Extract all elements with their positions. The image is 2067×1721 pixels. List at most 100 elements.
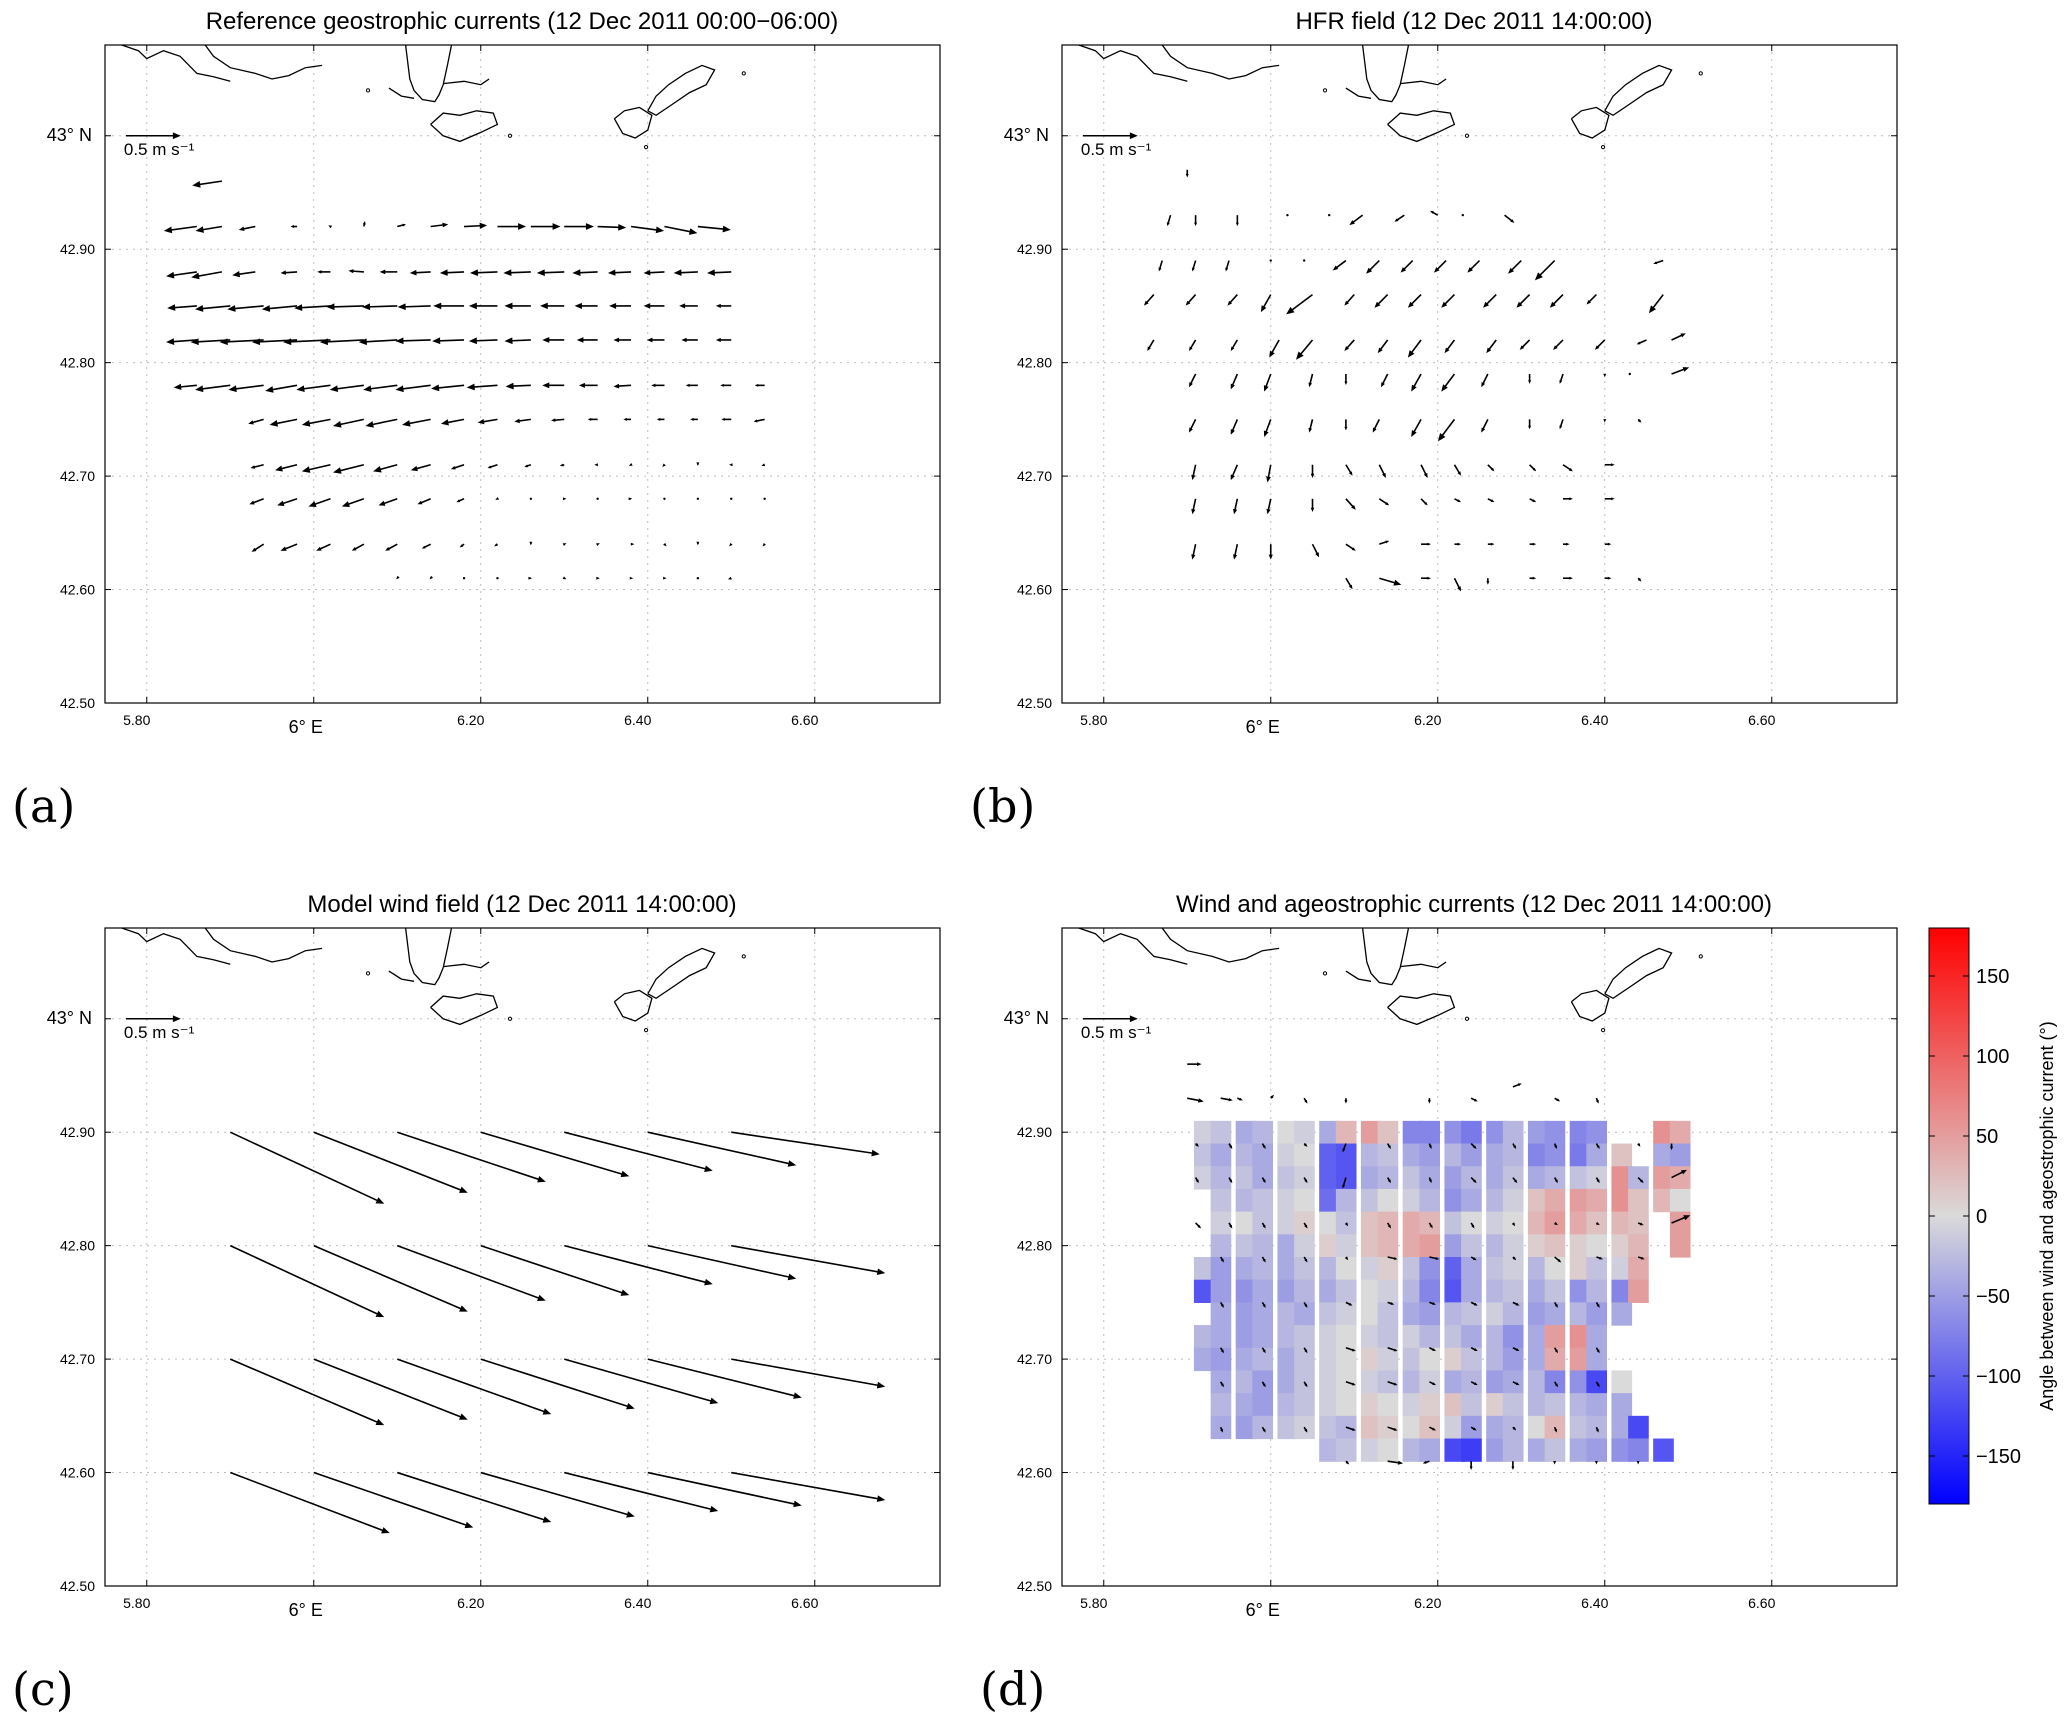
vector-arrow [1411, 418, 1422, 437]
angle-cell [1252, 1257, 1274, 1281]
arrow-head [1554, 1349, 1558, 1354]
angle-cell [1235, 1415, 1257, 1440]
arrow-head [688, 228, 698, 235]
panel-b-label: (b) [970, 779, 1035, 833]
arrow-head [1444, 347, 1450, 354]
arrow-head [656, 417, 661, 421]
arrow-shaft [1378, 498, 1388, 505]
arrow-head [1556, 1098, 1561, 1102]
vector-arrow [275, 463, 298, 472]
arrow-head [1262, 1428, 1266, 1433]
arrow-head [1342, 1148, 1346, 1153]
angle-cell [1628, 1188, 1649, 1213]
angle-cell [1569, 1393, 1591, 1417]
arrow-head [459, 544, 464, 548]
angle-cell [1611, 1370, 1633, 1394]
arrow-shaft [1443, 373, 1456, 389]
arrow-head [1374, 301, 1381, 308]
vector-arrow [1511, 1222, 1516, 1227]
vector-arrow [1387, 1256, 1398, 1260]
arrow-head [504, 302, 513, 310]
vector-arrow [195, 305, 231, 312]
angle-cell [1277, 1234, 1299, 1258]
arrow-head [551, 418, 556, 422]
vector-arrow [647, 1131, 797, 1167]
vector-arrow [1604, 497, 1615, 501]
vector-arrow [1191, 464, 1197, 481]
coastline [613, 106, 653, 139]
arrow-head [421, 545, 426, 549]
arrow-head [1286, 306, 1295, 315]
vector-arrow [1377, 339, 1389, 354]
angle-cell [1569, 1143, 1591, 1167]
scale-arrow [125, 1015, 181, 1023]
arrow-head [1229, 1145, 1233, 1150]
arrow-shaft [731, 1131, 876, 1155]
vector-arrow [316, 543, 331, 551]
angle-cell [1294, 1393, 1315, 1417]
x-tick-label: 6.60 [1748, 1595, 1775, 1611]
arrow-shaft [1481, 419, 1489, 431]
vector-arrow [1185, 169, 1189, 178]
arrow-shaft [1395, 214, 1405, 222]
arrow-head [228, 385, 237, 393]
vector-arrow [1512, 1256, 1517, 1261]
vector-arrow [1387, 1346, 1398, 1352]
arrow-head [1515, 1302, 1520, 1306]
panel-a-label: (a) [12, 779, 75, 833]
vector-arrow [296, 384, 331, 393]
arrow-head [1473, 1302, 1478, 1306]
arrow-shaft [269, 384, 298, 391]
arrow-head [1682, 367, 1690, 372]
arrow-head [275, 465, 283, 472]
arrow-shaft [1551, 294, 1564, 306]
arrow-shaft [313, 1244, 464, 1311]
arrow-head [1352, 1348, 1356, 1352]
arrow-dot [1328, 213, 1331, 217]
islet [507, 133, 513, 138]
vector-arrow [1261, 1143, 1266, 1150]
vector-arrow [1189, 339, 1197, 351]
arrow-head [1508, 267, 1515, 274]
angle-cell [1193, 1325, 1215, 1349]
vector-arrow [1303, 1426, 1308, 1433]
arrow-head [358, 338, 367, 346]
y-tick-label: 42.50 [1017, 695, 1052, 711]
angle-cell [1235, 1211, 1257, 1235]
arrow-head [1603, 419, 1607, 423]
angle-cell [1611, 1234, 1633, 1258]
islet [1698, 954, 1703, 959]
arrow-head [1607, 542, 1612, 546]
vector-arrow [1594, 1461, 1598, 1465]
arrow-head [1637, 577, 1642, 582]
vector-arrow [429, 575, 434, 580]
y-tick-label: 42.50 [60, 1578, 95, 1594]
vector-arrow [1470, 1097, 1478, 1102]
vector-arrow [431, 384, 465, 392]
angle-cell [1527, 1438, 1549, 1462]
vector-arrow [663, 576, 667, 580]
arrow-head [250, 465, 256, 469]
vector-arrow [333, 418, 365, 428]
arrow-head [720, 383, 724, 387]
vector-arrow [720, 383, 732, 387]
scale-label: 0.5 m s⁻¹ [124, 1023, 195, 1042]
angle-cell [1461, 1234, 1482, 1258]
vector-arrow [1553, 1426, 1557, 1433]
arrow-shaft [168, 225, 197, 232]
angle-cell [1402, 1120, 1424, 1145]
vector-arrow [1441, 294, 1456, 308]
angle-cell [1277, 1347, 1299, 1372]
arrow-shaft [1192, 544, 1197, 557]
angle-cell [1611, 1393, 1633, 1417]
angle-cell [1377, 1188, 1399, 1213]
angle-cell [1527, 1347, 1549, 1372]
vector-arrow [313, 1131, 468, 1193]
angle-cell [1586, 1257, 1608, 1281]
arrow-head [1519, 345, 1525, 350]
arrow-shaft [1409, 294, 1422, 306]
arrow-shaft [1345, 543, 1355, 551]
arrow-head [1637, 1143, 1641, 1147]
vector-arrow [696, 541, 700, 546]
angle-cell [1544, 1257, 1566, 1281]
